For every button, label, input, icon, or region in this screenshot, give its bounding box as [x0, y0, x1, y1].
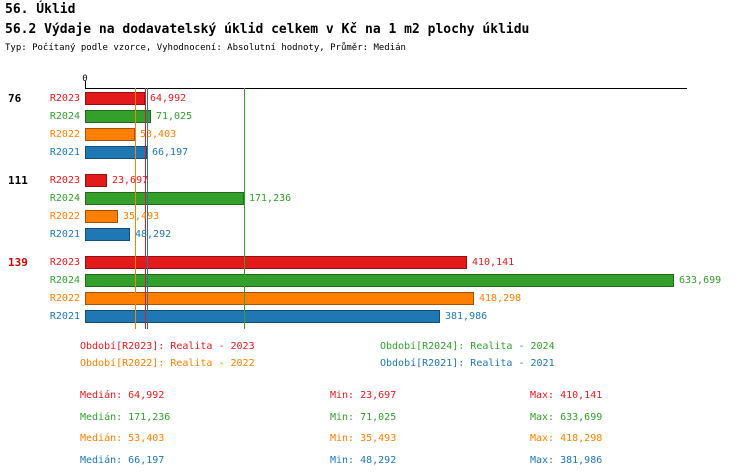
- series-row-label-R2024: R2024: [49, 193, 80, 204]
- chart-subtitle: 56.2 Výdaje na dodavatelský úklid celkem…: [5, 22, 530, 37]
- bar-value-label-R2023-111: 23,697: [112, 175, 149, 186]
- stat-min-row0: Min: 23,697: [330, 390, 397, 401]
- bar-R2021-111: [85, 228, 130, 241]
- series-row-label-R2023: R2023: [49, 93, 80, 104]
- bar-value-label-R2024-111: 171,236: [249, 193, 292, 204]
- bar-R2022-76: [85, 128, 135, 141]
- group-label-111: 111: [8, 174, 28, 187]
- median-line-R2023: [145, 88, 146, 329]
- series-row-label-R2024: R2024: [49, 275, 80, 286]
- stat-median-row1: Medián: 171,236: [80, 412, 171, 423]
- bar-value-label-R2022-139: 418,298: [479, 293, 522, 304]
- bar-value-label-R2022-111: 35,493: [123, 211, 160, 222]
- bar-R2024-111: [85, 192, 244, 205]
- stat-median-row2: Medián: 53,403: [80, 433, 165, 444]
- bar-R2024-76: [85, 110, 151, 123]
- bar-value-label-R2024-139: 633,699: [679, 275, 722, 286]
- legend-item-2: Období[R2022]: Realita - 2022: [80, 358, 255, 369]
- stat-max-row1: Max: 633,699: [530, 412, 603, 423]
- page-title: 56. Úklid: [5, 2, 76, 17]
- bar-value-label-R2021-139: 381,986: [445, 311, 488, 322]
- bar-value-label-R2024-76: 71,025: [156, 111, 193, 122]
- group-label-76: 76: [8, 92, 22, 105]
- series-row-label-R2021: R2021: [49, 311, 80, 322]
- bar-R2023-76: [85, 92, 145, 105]
- bar-R2021-139: [85, 310, 440, 323]
- stat-max-row2: Max: 418,298: [530, 433, 603, 444]
- series-row-label-R2022: R2022: [49, 293, 80, 304]
- stat-max-row0: Max: 410,141: [530, 390, 603, 401]
- stat-min-row2: Min: 35,493: [330, 433, 397, 444]
- median-line-R2022: [135, 88, 136, 329]
- series-row-label-R2022: R2022: [49, 129, 80, 140]
- legend-item-0: Období[R2023]: Realita - 2023: [80, 341, 255, 352]
- bar-R2024-139: [85, 274, 674, 287]
- bar-R2022-139: [85, 292, 474, 305]
- series-row-label-R2024: R2024: [49, 111, 80, 122]
- axis-origin-label: 0: [82, 74, 88, 84]
- bar-value-label-R2022-76: 53,403: [140, 129, 177, 140]
- series-row-label-R2022: R2022: [49, 211, 80, 222]
- series-row-label-R2023: R2023: [49, 175, 80, 186]
- bar-value-label-R2021-111: 48,292: [135, 229, 172, 240]
- median-line-R2021: [147, 88, 148, 329]
- bar-R2023-111: [85, 174, 107, 187]
- x-axis-line: [85, 88, 687, 89]
- series-row-label-R2021: R2021: [49, 147, 80, 158]
- axis-origin-tick: [85, 81, 86, 88]
- stat-max-row3: Max: 381,986: [530, 455, 603, 466]
- bar-R2023-139: [85, 256, 467, 269]
- group-label-139: 139: [8, 256, 28, 269]
- stat-min-row1: Min: 71,025: [330, 412, 397, 423]
- series-row-label-R2021: R2021: [49, 229, 80, 240]
- stat-median-row3: Medián: 66,197: [80, 455, 165, 466]
- bar-R2021-76: [85, 146, 147, 159]
- median-line-R2024: [244, 88, 245, 329]
- legend-item-1: Období[R2024]: Realita - 2024: [380, 341, 555, 352]
- bar-value-label-R2023-139: 410,141: [472, 257, 515, 268]
- bar-value-label-R2021-76: 66,197: [152, 147, 189, 158]
- chart-meta: Typ: Počítaný podle vzorce, Vyhodnocení:…: [5, 43, 406, 53]
- stat-median-row0: Medián: 64,992: [80, 390, 165, 401]
- series-row-label-R2023: R2023: [49, 257, 80, 268]
- stat-min-row3: Min: 48,292: [330, 455, 397, 466]
- legend-item-3: Období[R2021]: Realita - 2021: [380, 358, 555, 369]
- bar-value-label-R2023-76: 64,992: [150, 93, 187, 104]
- bar-R2022-111: [85, 210, 118, 223]
